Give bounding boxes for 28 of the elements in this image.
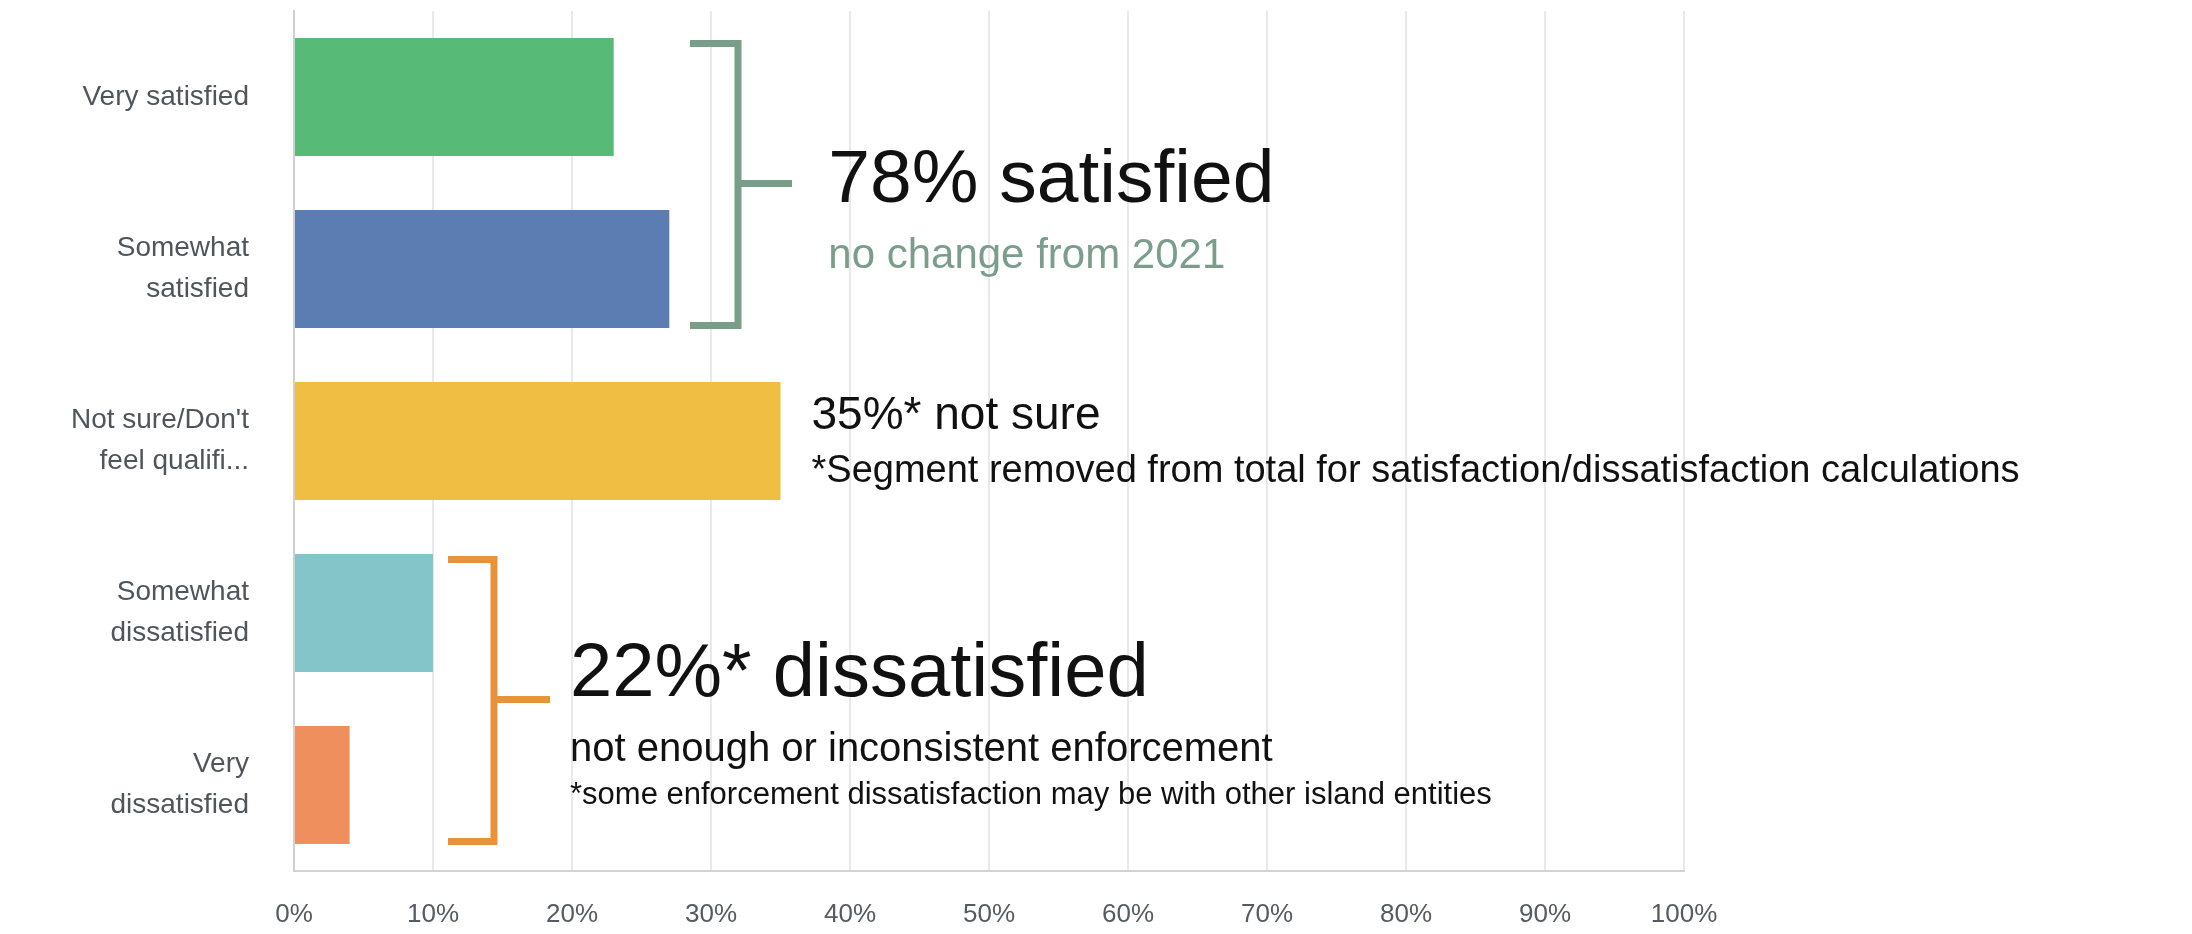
y-tick-label: Very satisfied <box>82 79 249 111</box>
x-tick-label: 90% <box>1518 897 1572 928</box>
x-tick-label: 80% <box>1379 897 1433 928</box>
y-tick-label: Somewhat satisfied <box>116 231 250 304</box>
annotation: *Segment removed from total for satisfaction/dissatisfaction calculations <box>811 448 2020 490</box>
bar <box>295 554 433 672</box>
x-tick-label: 70% <box>1240 897 1294 928</box>
x-tick-label: 60% <box>1101 897 1155 928</box>
x-tick-label: 40% <box>823 897 877 928</box>
annotation: no change from 2021 <box>828 230 1226 277</box>
annotation: 78% satisfied <box>828 134 1275 218</box>
x-tick-label: 10% <box>406 897 460 928</box>
y-tick-label: Somewhat dissatisfied <box>110 575 250 648</box>
bar <box>295 382 781 500</box>
x-tick-label: 0% <box>275 897 313 928</box>
x-tick-label: 100% <box>1650 897 1718 928</box>
y-tick-label: Not sure/Don't feel qualifi... <box>70 403 250 476</box>
bar <box>295 726 350 844</box>
bar <box>295 210 670 328</box>
x-tick-label: 30% <box>684 897 738 928</box>
annotation: 22%* dissatisfied <box>570 627 1149 712</box>
bar <box>295 38 614 156</box>
annotation: *some enforcement dissatisfaction may be with other island entities <box>570 776 1492 811</box>
x-tick-label: 50% <box>962 897 1016 928</box>
annotation: not enough or inconsistent enforcement <box>570 725 1273 769</box>
x-tick-label: 20% <box>545 897 599 928</box>
y-tick-label: Very dissatisfied <box>110 747 249 820</box>
annotation: 35%* not sure <box>811 387 1101 439</box>
